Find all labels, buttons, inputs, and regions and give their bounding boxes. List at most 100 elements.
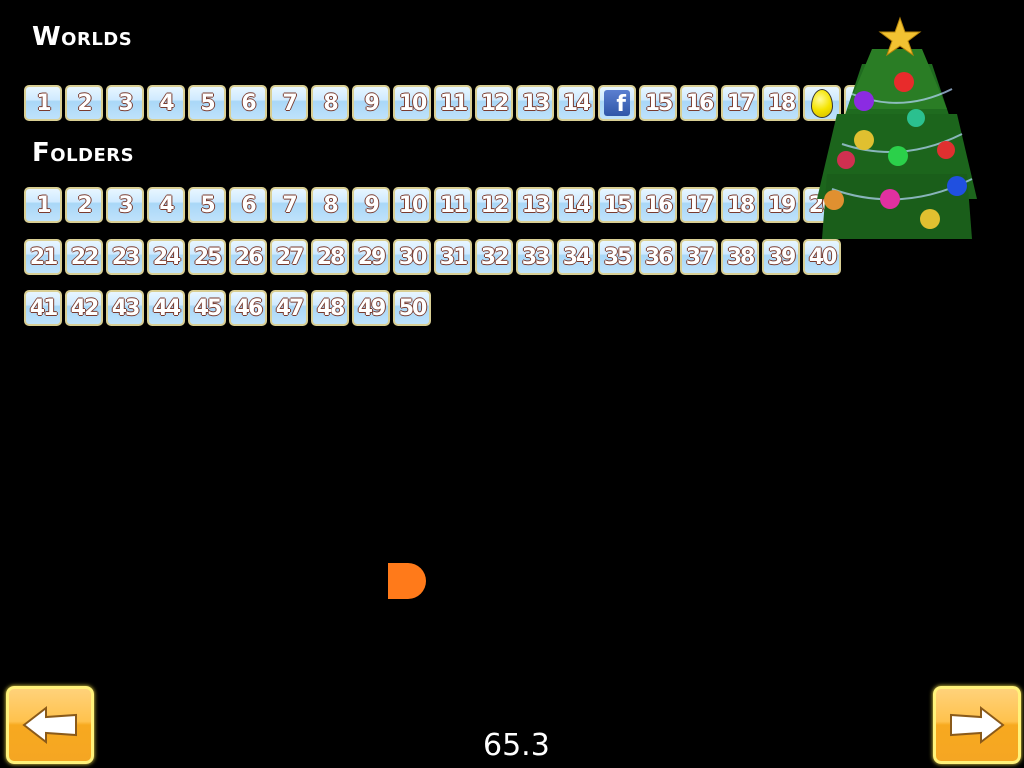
folder-tile-5[interactable]: 5: [188, 187, 226, 223]
folder-tile-21[interactable]: 21: [24, 239, 62, 275]
folder-tile-50[interactable]: 50: [393, 290, 431, 326]
orange-dot: [388, 563, 426, 599]
folder-tile-27[interactable]: 27: [270, 239, 308, 275]
next-button[interactable]: [933, 686, 1021, 764]
folder-tile-49[interactable]: 49: [352, 290, 390, 326]
tile-label: 27: [275, 244, 305, 270]
folder-tile-43[interactable]: 43: [106, 290, 144, 326]
arrow-right-icon: [950, 705, 1005, 745]
tile-label: 45: [193, 295, 223, 321]
folder-tile-48[interactable]: 48: [311, 290, 349, 326]
world-tile-2[interactable]: 2: [65, 85, 103, 121]
world-tile-5[interactable]: 5: [188, 85, 226, 121]
folder-tile-16[interactable]: 16: [639, 187, 677, 223]
folder-tile-12[interactable]: 12: [475, 187, 513, 223]
world-tile-7[interactable]: 7: [270, 85, 308, 121]
tile-label: 9: [364, 90, 379, 116]
tile-label: 18: [726, 192, 756, 218]
folder-tile-1[interactable]: 1: [24, 187, 62, 223]
folder-tile-6[interactable]: 6: [229, 187, 267, 223]
folder-tile-15[interactable]: 15: [598, 187, 636, 223]
folder-tile-32[interactable]: 32: [475, 239, 513, 275]
folder-tile-4[interactable]: 4: [147, 187, 185, 223]
folder-tile-2[interactable]: 2: [65, 187, 103, 223]
folder-tile-42[interactable]: 42: [65, 290, 103, 326]
folder-tile-41[interactable]: 41: [24, 290, 62, 326]
folder-tile-19[interactable]: 19: [762, 187, 800, 223]
folder-tile-33[interactable]: 33: [516, 239, 554, 275]
world-tile-11[interactable]: 11: [434, 85, 472, 121]
tile-label: 10: [398, 192, 428, 218]
tile-label: 44: [152, 295, 182, 321]
tile-label: 36: [644, 244, 674, 270]
tile-label: 38: [726, 244, 756, 270]
folder-tile-39[interactable]: 39: [762, 239, 800, 275]
world-tile-6[interactable]: 6: [229, 85, 267, 121]
tile-label: 11: [439, 192, 469, 218]
christmas-tree-icon: [817, 16, 977, 239]
folder-tile-14[interactable]: 14: [557, 187, 595, 223]
folder-tile-3[interactable]: 3: [106, 187, 144, 223]
folder-tile-38[interactable]: 38: [721, 239, 759, 275]
tile-label: 10: [398, 90, 428, 116]
tile-label: 47: [275, 295, 305, 321]
folder-tile-11[interactable]: 11: [434, 187, 472, 223]
world-tile-14[interactable]: 14: [557, 85, 595, 121]
folder-tile-34[interactable]: 34: [557, 239, 595, 275]
world-tile-3[interactable]: 3: [106, 85, 144, 121]
world-tile-16[interactable]: 16: [680, 85, 718, 121]
tile-label: 8: [323, 192, 338, 218]
folder-tile-47[interactable]: 47: [270, 290, 308, 326]
previous-button[interactable]: [6, 686, 94, 764]
folder-tile-46[interactable]: 46: [229, 290, 267, 326]
tile-label: 15: [603, 192, 633, 218]
folders-heading: Folders: [32, 138, 135, 168]
world-tile-18[interactable]: 18: [762, 85, 800, 121]
folder-tile-17[interactable]: 17: [680, 187, 718, 223]
folder-tile-23[interactable]: 23: [106, 239, 144, 275]
folder-tile-25[interactable]: 25: [188, 239, 226, 275]
world-tile-13[interactable]: 13: [516, 85, 554, 121]
folder-tile-28[interactable]: 28: [311, 239, 349, 275]
tile-label: 12: [480, 90, 510, 116]
folder-tile-9[interactable]: 9: [352, 187, 390, 223]
folder-tile-30[interactable]: 30: [393, 239, 431, 275]
world-tile-4[interactable]: 4: [147, 85, 185, 121]
fps-counter: 65.3: [483, 728, 550, 763]
folder-tile-13[interactable]: 13: [516, 187, 554, 223]
tile-label: 40: [808, 244, 838, 270]
folder-tile-35[interactable]: 35: [598, 239, 636, 275]
folder-tile-45[interactable]: 45: [188, 290, 226, 326]
world-tile-17[interactable]: 17: [721, 85, 759, 121]
tile-label: 13: [521, 192, 551, 218]
world-tile-1[interactable]: 1: [24, 85, 62, 121]
tile-label: 33: [521, 244, 551, 270]
world-tile-9[interactable]: 9: [352, 85, 390, 121]
tile-label: 4: [159, 192, 174, 218]
world-tile-12[interactable]: 12: [475, 85, 513, 121]
folder-tile-29[interactable]: 29: [352, 239, 390, 275]
folder-tile-40[interactable]: 40: [803, 239, 841, 275]
folder-tile-7[interactable]: 7: [270, 187, 308, 223]
folder-tile-8[interactable]: 8: [311, 187, 349, 223]
world-tile-15[interactable]: 15: [639, 85, 677, 121]
folder-tile-18[interactable]: 18: [721, 187, 759, 223]
folder-tile-10[interactable]: 10: [393, 187, 431, 223]
folder-tile-22[interactable]: 22: [65, 239, 103, 275]
folder-tile-26[interactable]: 26: [229, 239, 267, 275]
folder-tile-31[interactable]: 31: [434, 239, 472, 275]
tile-label: 25: [193, 244, 223, 270]
tile-label: 23: [111, 244, 141, 270]
folder-tile-37[interactable]: 37: [680, 239, 718, 275]
world-tile-facebook[interactable]: f: [598, 85, 636, 121]
folder-tile-36[interactable]: 36: [639, 239, 677, 275]
tile-label: 41: [29, 295, 59, 321]
world-tile-8[interactable]: 8: [311, 85, 349, 121]
tile-label: 3: [118, 192, 133, 218]
world-tile-10[interactable]: 10: [393, 85, 431, 121]
folder-tile-44[interactable]: 44: [147, 290, 185, 326]
folder-tile-24[interactable]: 24: [147, 239, 185, 275]
tile-label: 39: [767, 244, 797, 270]
tile-label: 14: [562, 192, 592, 218]
world-tile-golden-egg[interactable]: [803, 85, 841, 121]
